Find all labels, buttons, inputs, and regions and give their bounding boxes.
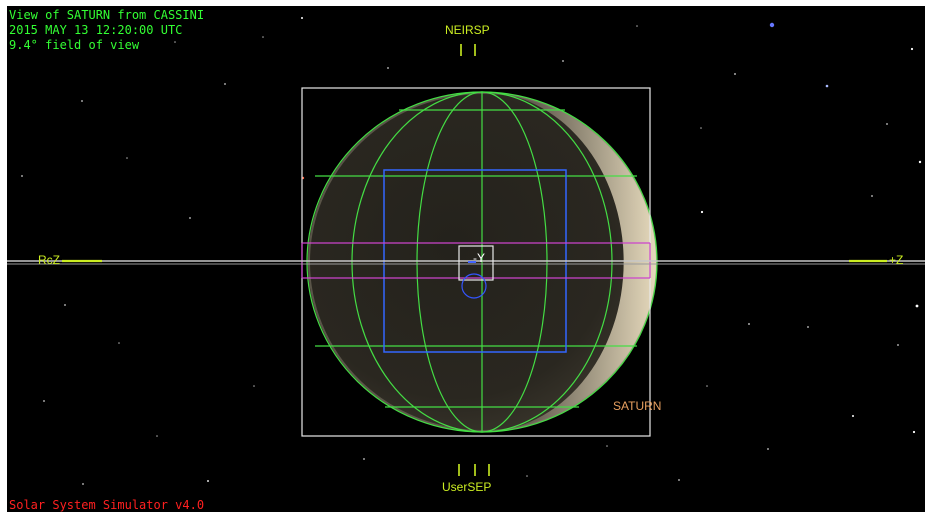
target-name-label: SATURN [613, 399, 662, 413]
viewport[interactable]: View of SATURN from CASSINI 2015 MAY 13 … [7, 6, 925, 512]
star-field [21, 17, 922, 485]
ring-plane-line [7, 259, 925, 265]
sky-view [7, 17, 925, 485]
date-time: 2015 MAY 13 12:20:00 UTC [9, 23, 183, 37]
center-reticle [458, 245, 494, 299]
view-title: View of SATURN from CASSINI [9, 8, 205, 22]
bottom-marker-label: UserSEP [442, 480, 492, 494]
left-marker-label: RcZ [38, 253, 60, 267]
center-axis-label: -Y [473, 251, 485, 265]
field-of-view: 9.4° field of view [9, 38, 140, 52]
planet-grid [306, 91, 658, 433]
app-footer: Solar System Simulator v4.0 [9, 498, 205, 512]
top-marker-label: NEIRSP [445, 23, 490, 37]
pointing-ticks [458, 44, 490, 476]
right-marker-label: +Z [889, 253, 904, 267]
